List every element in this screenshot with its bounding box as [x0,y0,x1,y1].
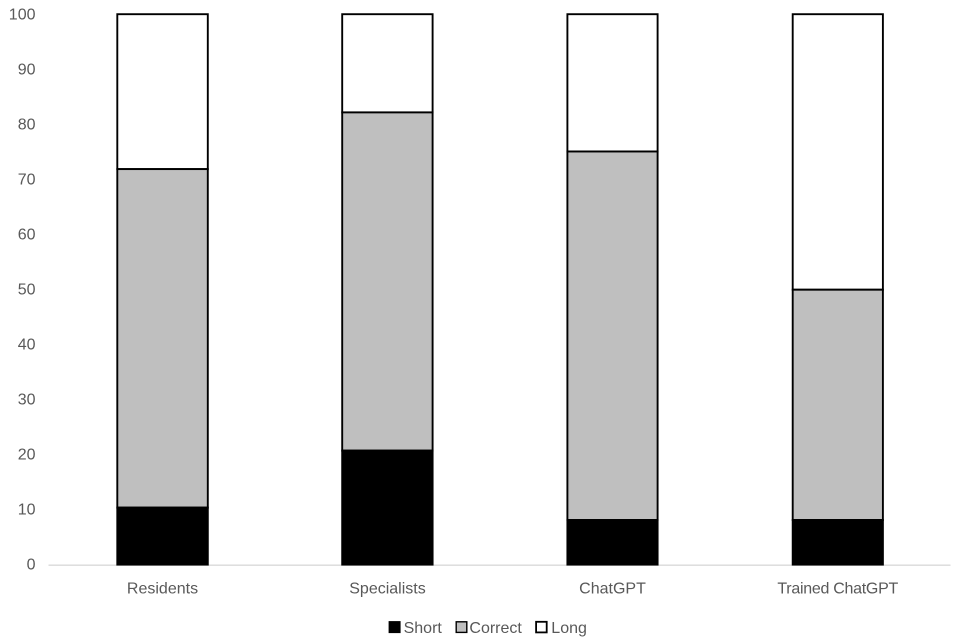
svg-text:Long: Long [551,620,587,637]
svg-text:50: 50 [18,282,36,299]
svg-text:20: 20 [18,447,36,464]
svg-text:40: 40 [18,337,36,354]
svg-text:100: 100 [9,7,36,24]
svg-text:60: 60 [18,227,36,244]
svg-text:70: 70 [18,172,36,189]
svg-text:0: 0 [27,557,36,574]
svg-text:Specialists: Specialists [349,580,425,597]
svg-text:Short: Short [404,620,443,637]
svg-text:90: 90 [18,62,36,79]
svg-text:Trained ChatGPT: Trained ChatGPT [777,580,898,597]
svg-text:Correct: Correct [469,620,522,637]
svg-text:30: 30 [18,392,36,409]
svg-text:10: 10 [18,502,36,519]
svg-text:Residents: Residents [127,580,198,597]
svg-text:80: 80 [18,117,36,134]
svg-text:ChatGPT: ChatGPT [579,580,646,597]
